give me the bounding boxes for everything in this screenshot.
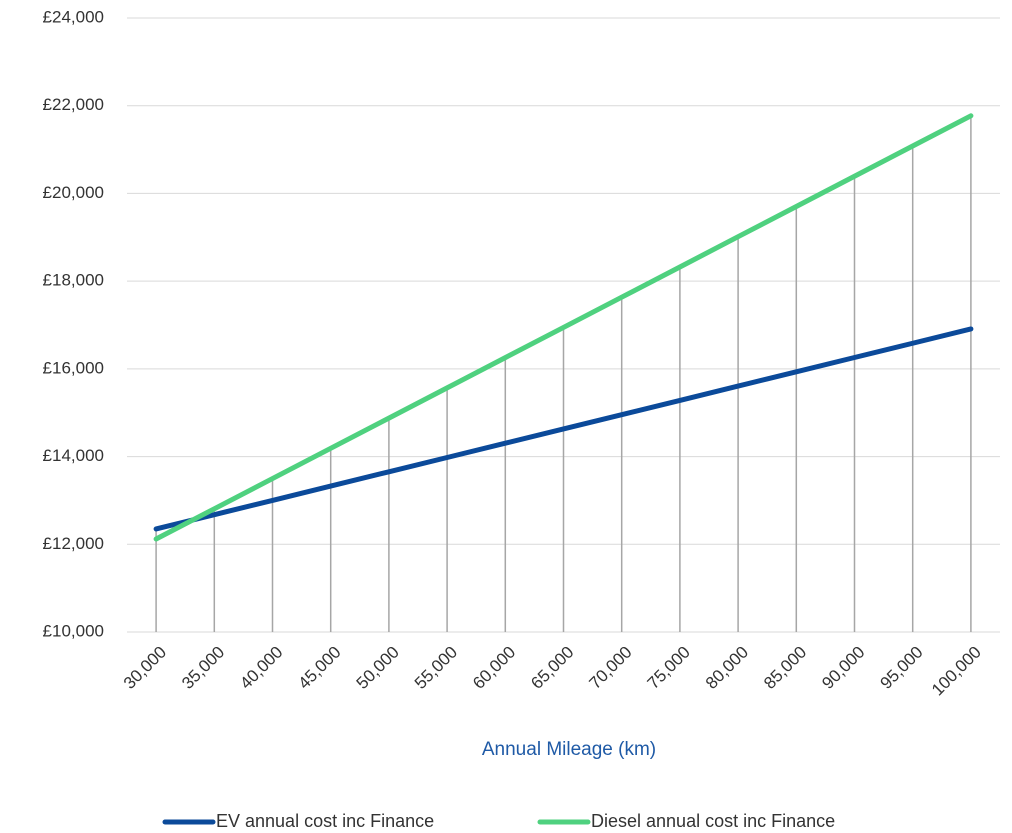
y-tick-label: £14,000 <box>43 446 104 465</box>
x-tick-label: 50,000 <box>353 643 403 693</box>
legend-label: EV annual cost inc Finance <box>216 811 434 831</box>
x-tick-label: 70,000 <box>585 643 635 693</box>
x-tick-label: 45,000 <box>294 643 344 693</box>
y-tick-label: £10,000 <box>43 621 104 640</box>
y-tick-label: £20,000 <box>43 183 104 202</box>
y-tick-label: £22,000 <box>43 95 104 114</box>
legend-label: Diesel annual cost inc Finance <box>591 811 835 831</box>
x-axis-title: Annual Mileage (km) <box>482 739 656 760</box>
x-tick-label: 85,000 <box>760 643 810 693</box>
series-line <box>153 113 974 542</box>
x-tick-label: 35,000 <box>178 643 228 693</box>
x-tick-label: 90,000 <box>818 643 868 693</box>
x-tick-label: 40,000 <box>236 643 286 693</box>
x-tick-label: 55,000 <box>411 643 461 693</box>
series-line <box>153 326 974 532</box>
y-tick-label: £18,000 <box>43 271 104 290</box>
x-tick-label: 30,000 <box>120 643 170 693</box>
x-tick-label: 100,000 <box>928 643 985 700</box>
x-tick-label: 65,000 <box>527 643 577 693</box>
y-tick-label: £16,000 <box>43 358 104 377</box>
y-tick-label: £12,000 <box>43 534 104 553</box>
x-tick-label: 60,000 <box>469 643 519 693</box>
y-tick-label: £24,000 <box>43 7 104 26</box>
x-tick-label: 75,000 <box>644 643 694 693</box>
x-tick-label: 80,000 <box>702 643 752 693</box>
x-tick-label: 95,000 <box>876 643 926 693</box>
